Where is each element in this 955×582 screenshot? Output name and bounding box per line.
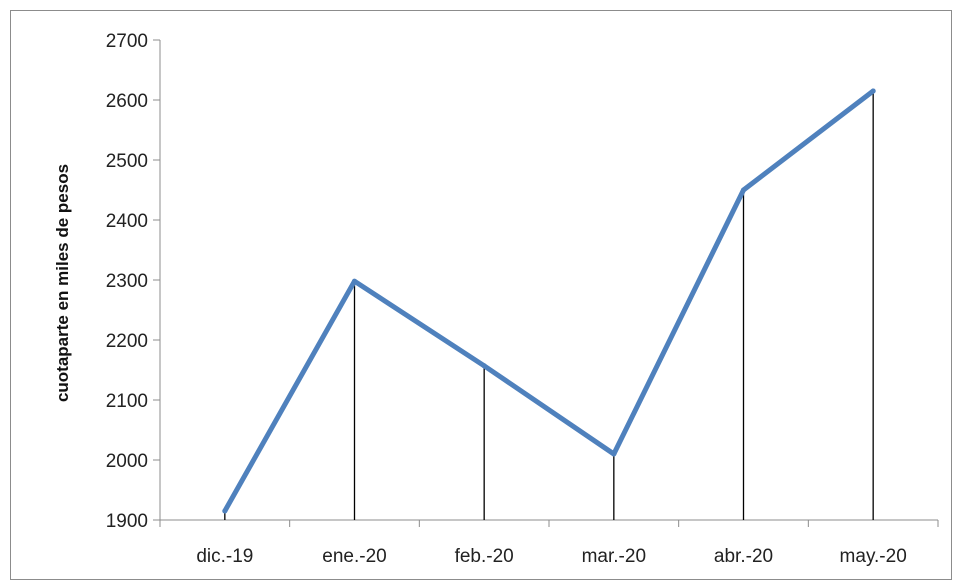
y-tick-label: 2400 [106, 211, 148, 232]
data-point [870, 88, 876, 94]
drop-lines [224, 91, 874, 520]
y-tick-label: 1900 [106, 511, 148, 532]
x-tick-label: mar.-20 [582, 546, 646, 567]
data-point [222, 508, 228, 514]
x-tick-label: abr.-20 [714, 546, 773, 567]
x-tick-label: dic.-19 [196, 546, 253, 567]
data-point [352, 278, 357, 284]
x-tick-label: may.-20 [840, 546, 907, 567]
data-point [481, 363, 487, 369]
y-tick-label: 2600 [106, 91, 148, 112]
chart-frame [10, 10, 952, 580]
y-tick-label: 2300 [106, 271, 148, 292]
y-tick-label: 2100 [106, 391, 148, 412]
series-group [222, 88, 876, 514]
x-axis: dic.-19 ene.-20 feb.-20 mar.-20 abr.-20 may.-… [159, 519, 939, 567]
data-point [741, 187, 746, 193]
y-tick-label: 2000 [106, 451, 148, 472]
y-axis: 1900 2000 2100 2200 2300 2400 2500 2600 2700 [106, 31, 161, 532]
x-tick-label: ene.-20 [322, 546, 386, 567]
series-line [222, 88, 876, 514]
y-tick-label: 2500 [106, 151, 148, 172]
data-point [611, 451, 617, 457]
y-tick-label: 2200 [106, 331, 148, 352]
y-axis-title: cuotaparte en miles de pesos [53, 164, 72, 402]
x-tick-label: feb.-20 [455, 546, 514, 567]
y-tick-label: 2700 [106, 31, 148, 52]
